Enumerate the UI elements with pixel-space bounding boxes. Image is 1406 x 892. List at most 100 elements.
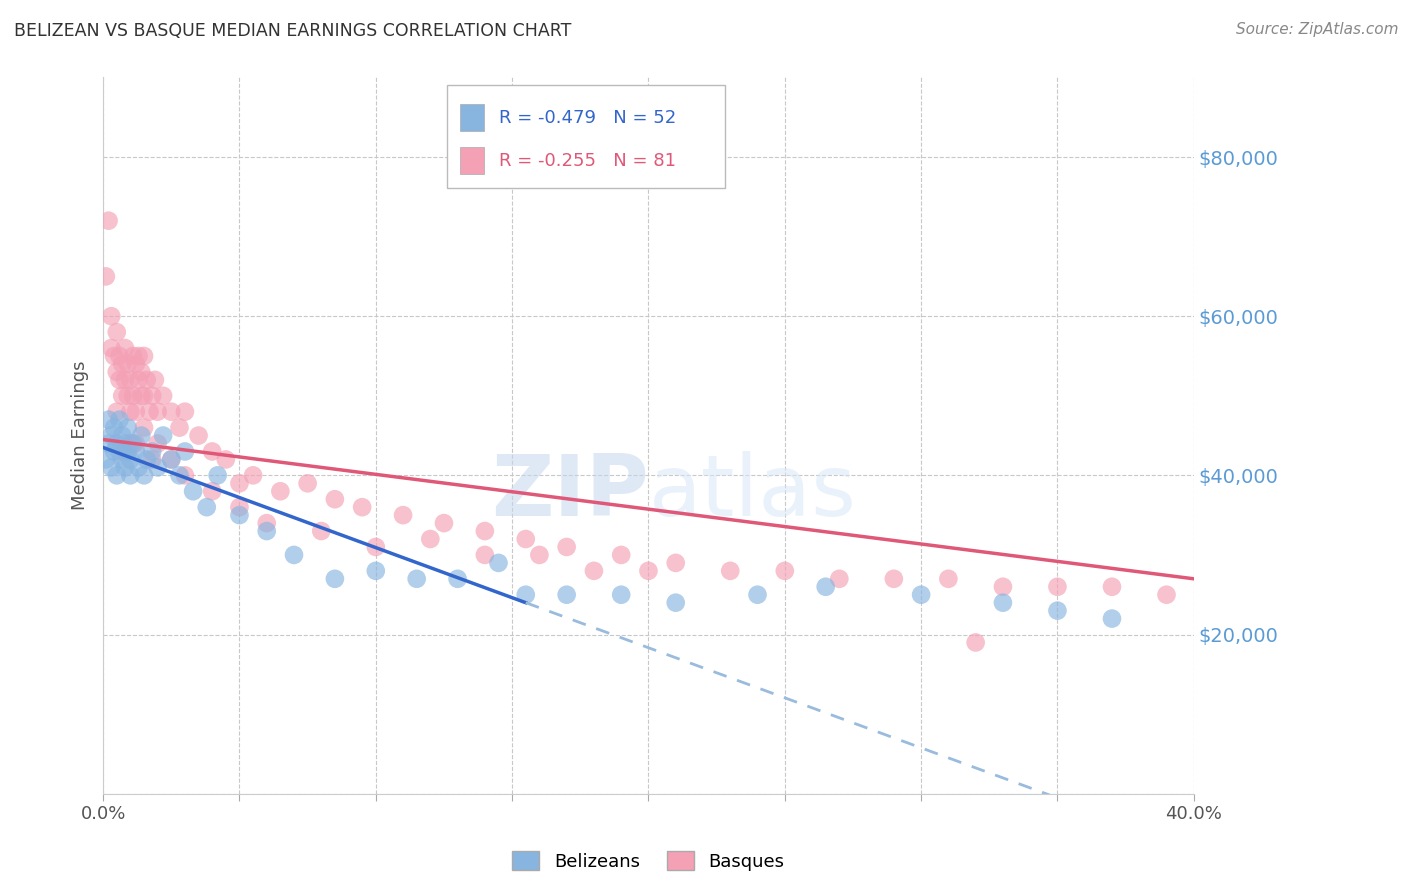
Point	[125, 357, 148, 371]
Point	[1046, 580, 1069, 594]
Point	[488, 556, 510, 570]
Point	[160, 452, 183, 467]
Point	[114, 436, 136, 450]
Point	[309, 524, 332, 538]
Point	[105, 405, 128, 419]
Point	[129, 428, 152, 442]
Point	[132, 389, 155, 403]
Point	[108, 444, 131, 458]
Point	[100, 309, 122, 323]
Point	[128, 460, 150, 475]
Text: R = -0.479   N = 52: R = -0.479 N = 52	[499, 109, 676, 127]
Point	[201, 444, 224, 458]
Point	[174, 468, 197, 483]
FancyBboxPatch shape	[460, 147, 484, 174]
Text: ZIP: ZIP	[491, 451, 648, 534]
Point	[114, 460, 136, 475]
Point	[97, 412, 120, 426]
Point	[111, 428, 134, 442]
Point	[120, 452, 142, 467]
Point	[135, 452, 157, 467]
Point	[207, 468, 229, 483]
Point	[174, 405, 197, 419]
Point	[128, 349, 150, 363]
Point	[991, 580, 1014, 594]
Point	[108, 412, 131, 426]
Point	[117, 444, 139, 458]
Point	[152, 389, 174, 403]
Point	[122, 389, 145, 403]
Point	[105, 436, 128, 450]
Point	[256, 524, 278, 538]
Point	[146, 436, 169, 450]
Point	[108, 349, 131, 363]
Point	[433, 516, 456, 530]
Point	[114, 341, 136, 355]
Point	[111, 389, 134, 403]
Point	[610, 588, 633, 602]
Point	[122, 349, 145, 363]
Point	[120, 405, 142, 419]
Point	[103, 349, 125, 363]
Point	[117, 357, 139, 371]
Point	[555, 588, 578, 602]
Point	[242, 468, 264, 483]
Point	[419, 532, 441, 546]
Point	[515, 588, 537, 602]
Point	[910, 588, 932, 602]
Point	[446, 572, 468, 586]
Point	[120, 373, 142, 387]
Point	[965, 635, 987, 649]
Point	[364, 564, 387, 578]
Point	[132, 420, 155, 434]
Point	[773, 564, 796, 578]
Point	[195, 500, 218, 515]
Point	[132, 349, 155, 363]
Point	[152, 428, 174, 442]
Point	[146, 460, 169, 475]
Point	[1101, 611, 1123, 625]
Point	[181, 484, 204, 499]
Point	[665, 596, 688, 610]
Point	[747, 588, 769, 602]
Text: atlas: atlas	[648, 451, 856, 534]
Point	[117, 420, 139, 434]
Point	[94, 269, 117, 284]
Point	[637, 564, 659, 578]
Point	[117, 389, 139, 403]
Point	[269, 484, 291, 499]
FancyBboxPatch shape	[460, 104, 484, 131]
Point	[125, 444, 148, 458]
Point	[515, 532, 537, 546]
Point	[105, 365, 128, 379]
Point	[120, 436, 142, 450]
Point	[256, 516, 278, 530]
Point	[1101, 580, 1123, 594]
Point	[100, 460, 122, 475]
Point	[129, 365, 152, 379]
Point	[135, 373, 157, 387]
Point	[828, 572, 851, 586]
Point	[105, 325, 128, 339]
Legend: Belizeans, Basques: Belizeans, Basques	[505, 844, 792, 878]
Point	[114, 373, 136, 387]
Point	[228, 500, 250, 515]
Point	[128, 373, 150, 387]
Point	[215, 452, 238, 467]
Point	[582, 564, 605, 578]
Point	[141, 389, 163, 403]
Point	[143, 373, 166, 387]
Point	[97, 436, 120, 450]
Point	[114, 444, 136, 458]
Y-axis label: Median Earnings: Median Earnings	[72, 360, 89, 510]
FancyBboxPatch shape	[447, 85, 725, 188]
Point	[174, 444, 197, 458]
Point	[125, 405, 148, 419]
Text: R = -0.255   N = 81: R = -0.255 N = 81	[499, 153, 676, 170]
Point	[323, 572, 346, 586]
Point	[100, 428, 122, 442]
Point	[94, 452, 117, 467]
Point	[100, 341, 122, 355]
Point	[474, 548, 496, 562]
Point	[1046, 604, 1069, 618]
